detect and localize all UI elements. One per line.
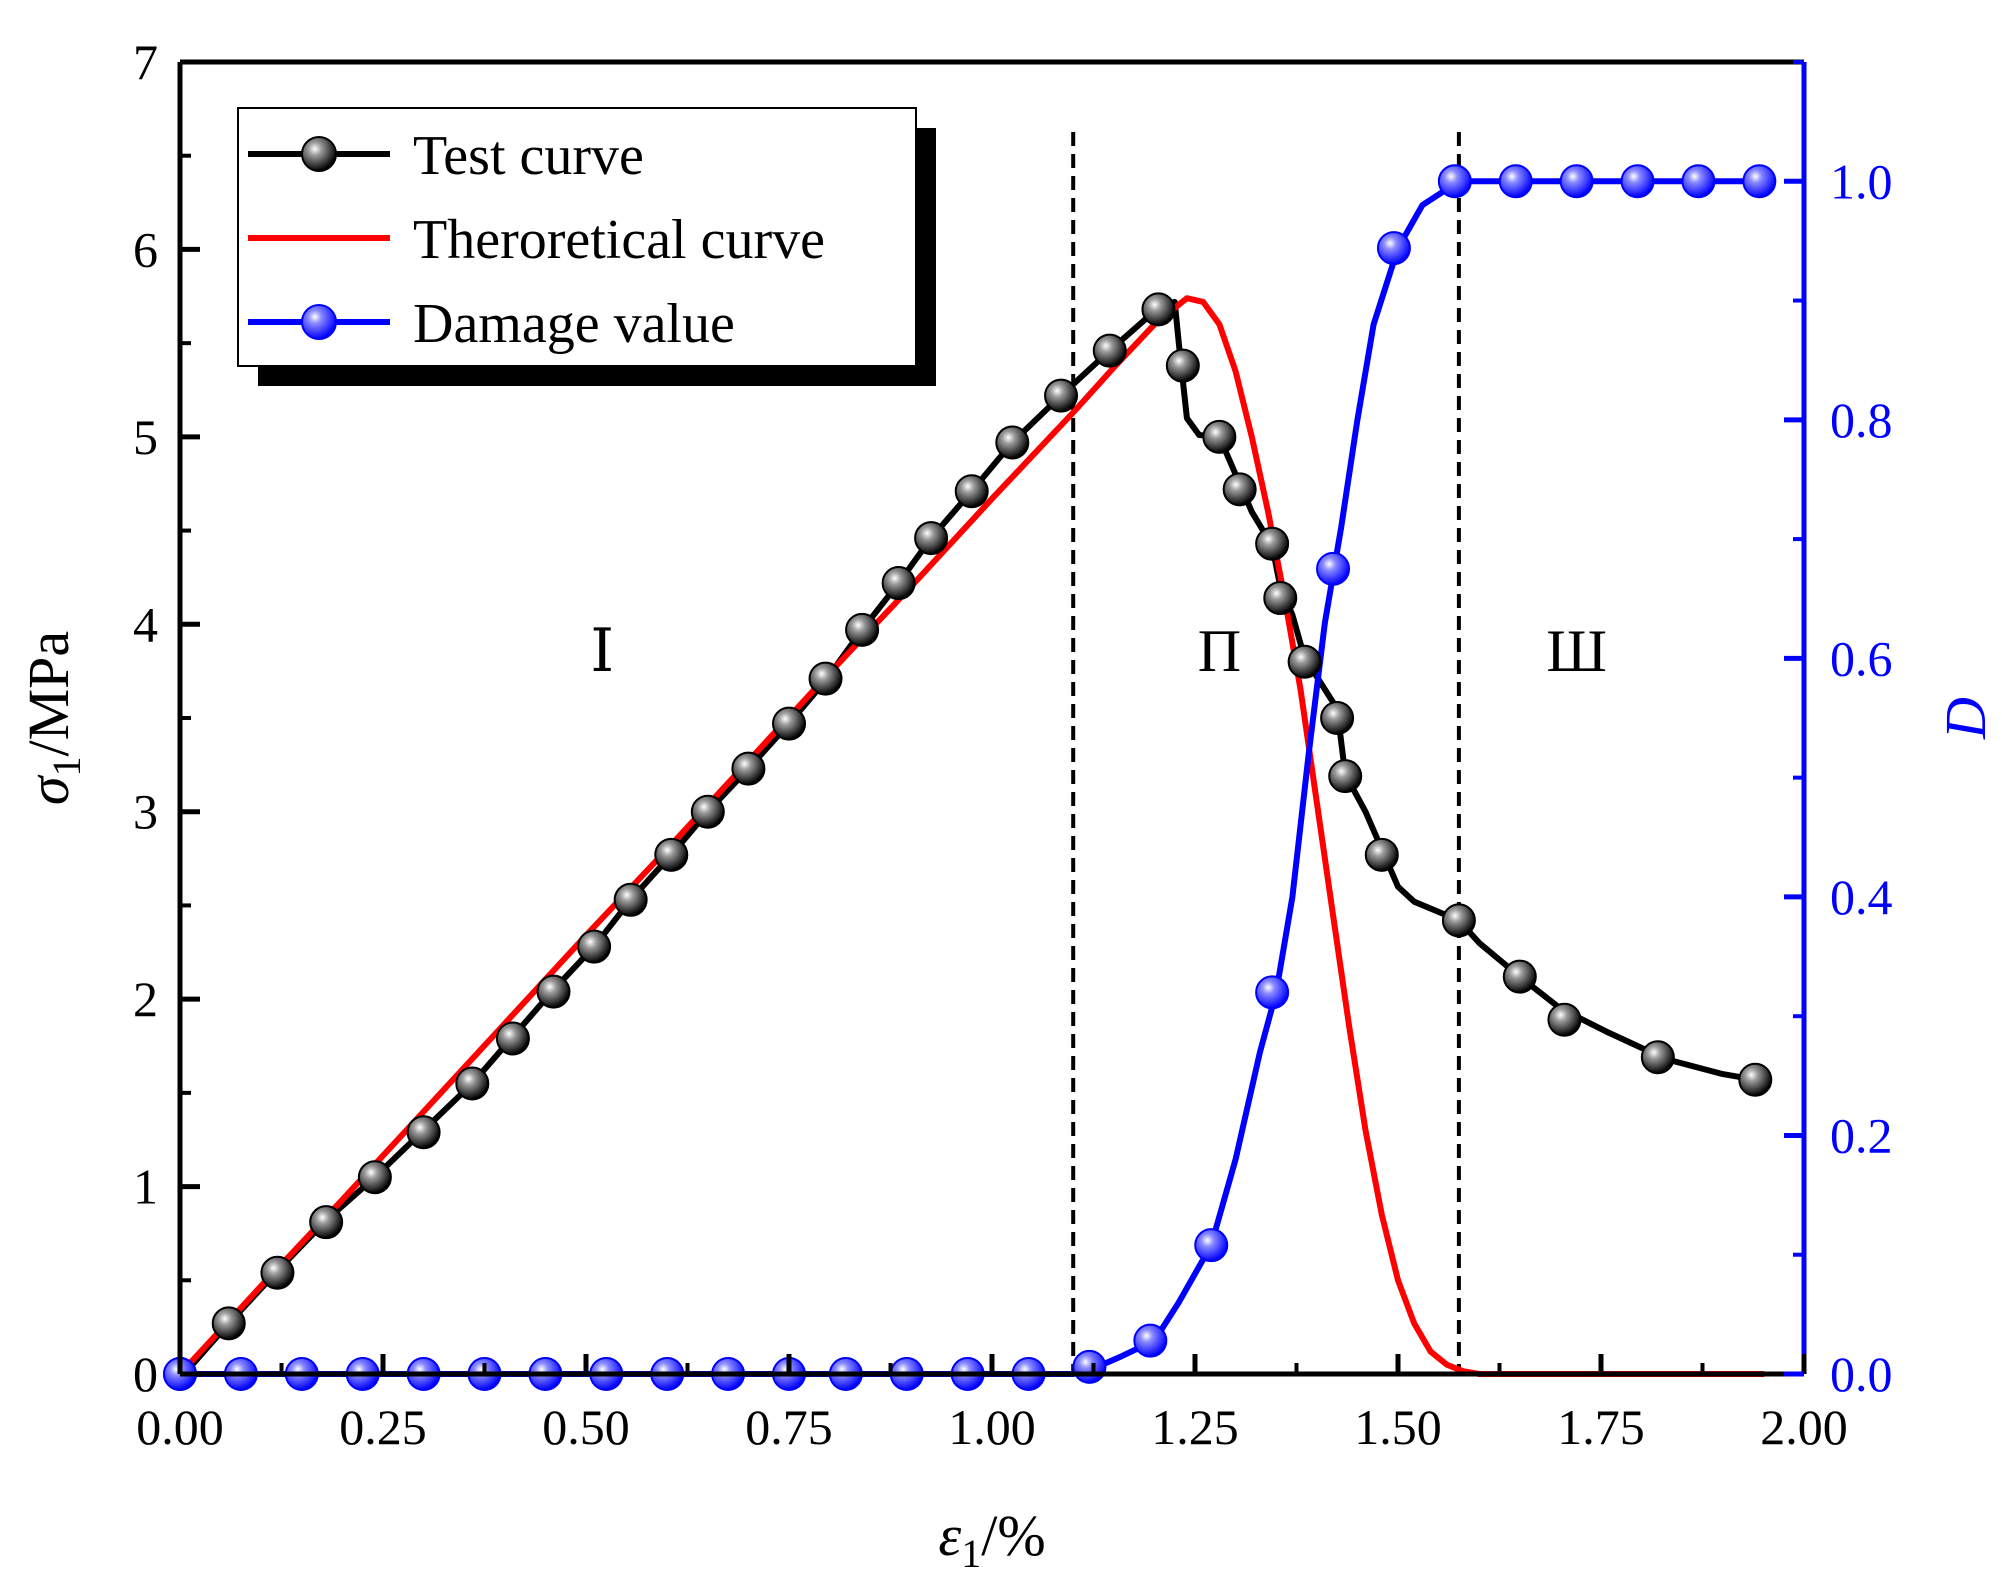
point-damage [1376, 231, 1411, 266]
point-test [654, 837, 689, 872]
point-test [406, 1115, 441, 1150]
point-test [1202, 419, 1237, 454]
x-tick-label: 0.00 [136, 1399, 224, 1455]
x-tick-label: 0.25 [339, 1399, 427, 1455]
legend-entry-test: Test curve [248, 125, 644, 187]
point-test [455, 1066, 490, 1101]
x-tick-label: 0.75 [745, 1399, 833, 1455]
y-tick-label: 0 [133, 1346, 158, 1402]
series-line-test [181, 298, 1759, 1377]
legend-entry-theory: Theroretical curve [248, 209, 825, 271]
y-tick-label: 1 [133, 1159, 158, 1215]
region-label: Ш [1546, 618, 1607, 684]
point-test [1255, 526, 1290, 561]
dividers [1071, 132, 1461, 1374]
point-damage [1620, 164, 1655, 199]
series-line-theory [177, 295, 1767, 1377]
legend: Test curve Theroretical curve Damage val… [237, 107, 936, 386]
point-test [536, 974, 571, 1009]
legend-label-damage: Damage value [413, 293, 735, 355]
point-damage [1498, 164, 1533, 199]
y2-tick-label: 1.0 [1830, 153, 1893, 209]
ticks: 0.00 0.25 0.50 0.75 1.00 1.25 1.50 1.75 2.000123… [133, 34, 1893, 1455]
y-tick-label: 3 [133, 784, 158, 840]
y-tick-label: 4 [133, 596, 158, 652]
legend-marker-test [301, 136, 337, 172]
x-tick-label: 1.00 [948, 1399, 1036, 1455]
point-test [211, 1306, 246, 1341]
x-tick-label: 0.50 [542, 1399, 630, 1455]
point-test [1738, 1062, 1773, 1097]
point-test [1640, 1040, 1675, 1075]
legend-marker-damage [301, 304, 337, 340]
y2-axis-title: D [1933, 697, 1998, 740]
region-label: Π [1198, 618, 1241, 684]
point-test [1092, 333, 1127, 368]
y2-tick-label: 0.2 [1830, 1107, 1893, 1163]
x-tick-label: 1.50 [1354, 1399, 1442, 1455]
point-damage [1437, 164, 1472, 199]
y-tick-label: 2 [133, 971, 158, 1027]
point-test [613, 882, 648, 917]
point-test [808, 661, 843, 696]
point-damage [1072, 1349, 1107, 1384]
legend-label-theory: Theroretical curve [413, 209, 825, 271]
point-test [1263, 581, 1298, 616]
y2-tick-label: 0.8 [1830, 392, 1893, 448]
point-test [1141, 292, 1176, 327]
x-tick-label: 2.00 [1760, 1399, 1848, 1455]
y-axis-title: σ1/MPa [16, 631, 89, 805]
point-test [1328, 759, 1363, 794]
y2-tick-label: 0.6 [1830, 630, 1893, 686]
legend-label-test: Test curve [413, 125, 644, 187]
point-test [1441, 903, 1476, 938]
point-test [772, 706, 806, 741]
y2-tick-label: 0.4 [1830, 869, 1893, 925]
point-test [1044, 378, 1079, 413]
point-test [1364, 837, 1399, 872]
point-test [357, 1160, 392, 1195]
point-test [309, 1205, 344, 1240]
x-tick-label: 1.75 [1557, 1399, 1645, 1455]
y-tick-label: 5 [133, 409, 158, 465]
point-damage [1194, 1228, 1229, 1263]
point-damage [1742, 164, 1777, 199]
y-tick-label: 6 [133, 221, 158, 277]
point-damage [1681, 164, 1716, 199]
point-test [914, 521, 949, 556]
point-damage [1133, 1323, 1168, 1358]
point-test [260, 1255, 295, 1290]
point-test [1320, 701, 1355, 735]
point-test [495, 1021, 530, 1056]
x-tick-label: 1.25 [1151, 1399, 1239, 1455]
region-labels: Ⅰ Π Ш [590, 618, 1607, 684]
point-test [954, 474, 989, 509]
point-test [1165, 348, 1200, 383]
point-test [1287, 644, 1322, 679]
point-test [995, 425, 1030, 460]
point-test [1502, 959, 1537, 994]
point-damage [1559, 164, 1594, 199]
point-test [881, 566, 916, 601]
point-test [731, 751, 766, 786]
y-tick-label: 7 [133, 34, 158, 90]
legend-entry-damage: Damage value [248, 293, 735, 355]
region-label: Ⅰ [590, 618, 614, 684]
point-test [1222, 472, 1257, 507]
point-damage [1255, 975, 1290, 1010]
point-damage [1316, 551, 1351, 586]
point-test [1547, 1002, 1582, 1037]
y2-tick-label: 0.0 [1830, 1346, 1893, 1402]
point-test [577, 929, 612, 964]
x-axis-title: ε1/% [938, 1503, 1045, 1576]
point-test [845, 612, 880, 647]
point-test [690, 794, 725, 829]
